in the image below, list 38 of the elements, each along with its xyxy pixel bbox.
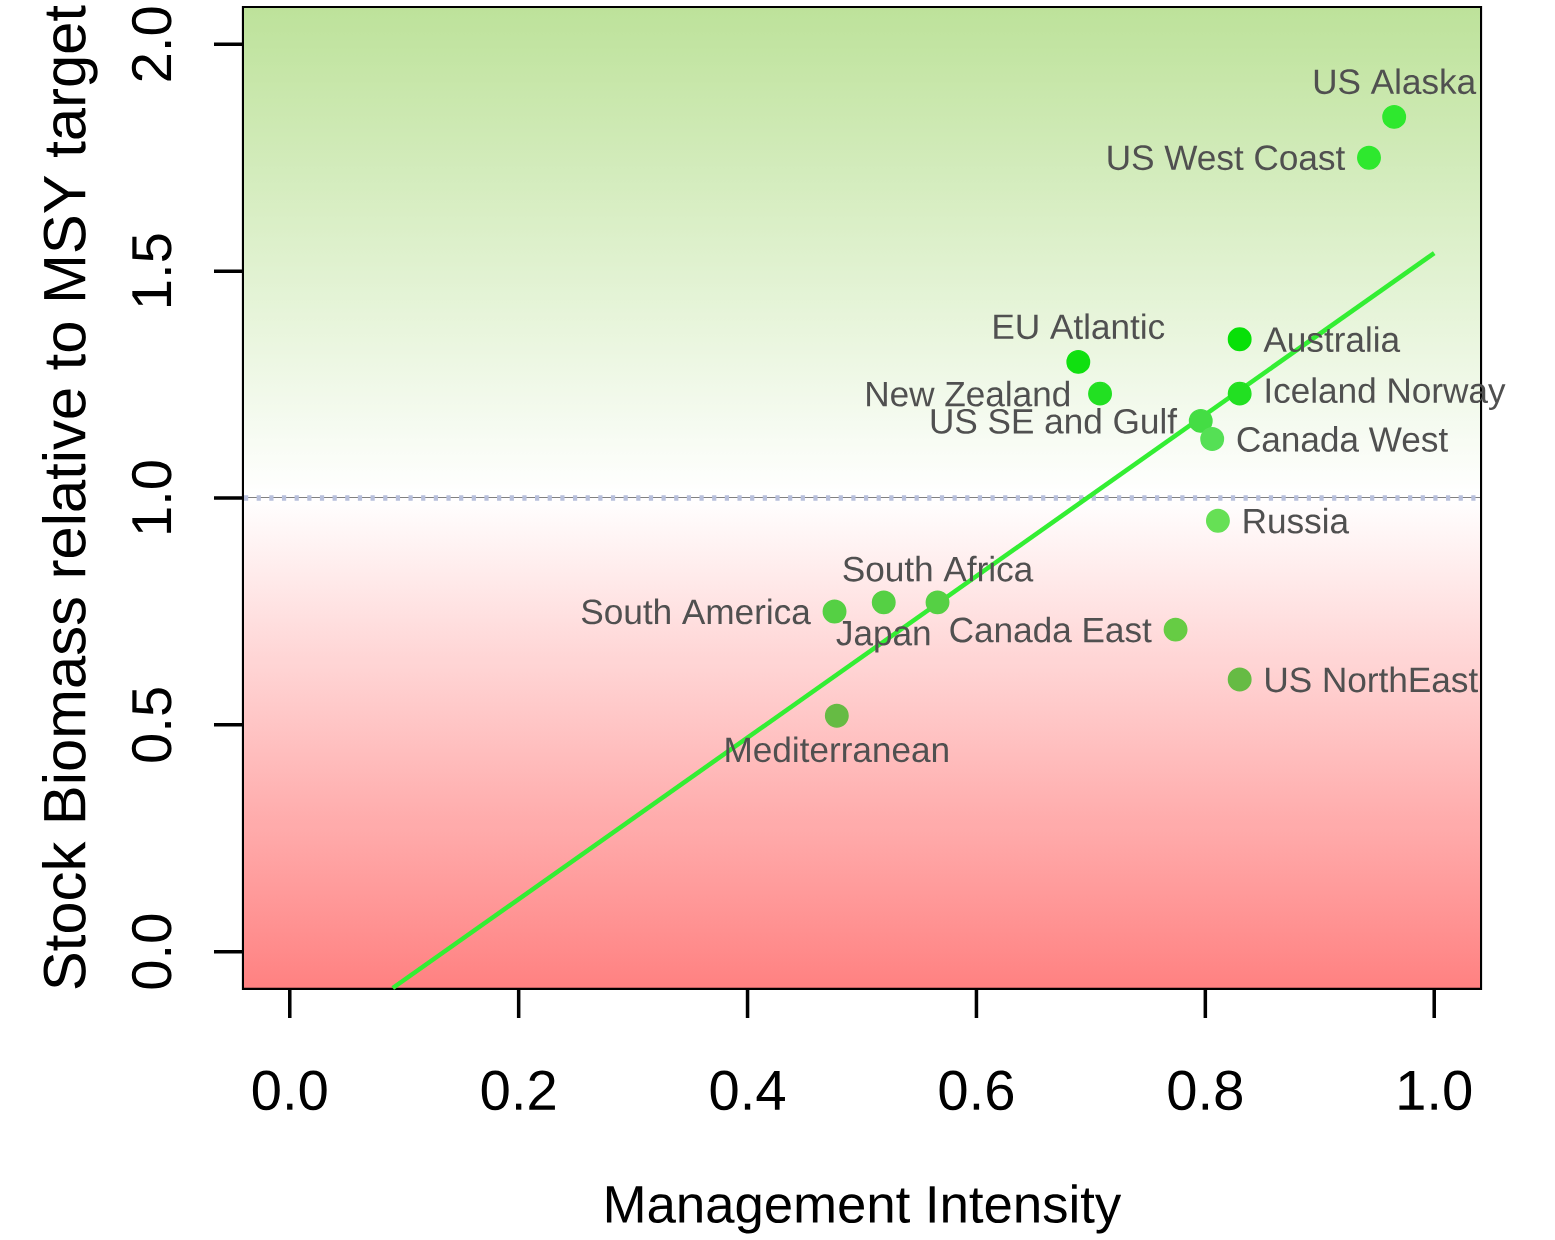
point xyxy=(1188,408,1213,433)
point xyxy=(1205,508,1230,533)
y-tick-label: 1.5 xyxy=(132,234,172,306)
y-tick-label: 2.0 xyxy=(131,7,172,81)
x-axis-title: Management Intensity xyxy=(606,1184,1122,1234)
point xyxy=(1357,145,1381,170)
annotation: US West Coast xyxy=(1108,145,1346,171)
x-tick-label: 1.0 xyxy=(1399,1070,1472,1111)
x-tick-label: 0.4 xyxy=(710,1070,785,1111)
y-axis-title: Stock Biomass relative to MSY target xyxy=(41,5,98,989)
annotation: US Alaska xyxy=(1314,68,1477,95)
point xyxy=(1227,327,1252,352)
point xyxy=(1163,617,1188,642)
point xyxy=(871,590,896,615)
x-tick-label: 0.2 xyxy=(481,1070,555,1111)
annotation: Russia xyxy=(1244,507,1350,534)
annotation: US NorthEast xyxy=(1266,666,1478,693)
x-tick-label: 0.6 xyxy=(939,1070,1014,1111)
x-tick-label: 0.8 xyxy=(1168,1070,1242,1111)
point xyxy=(1200,427,1225,451)
annotation: New Zealand xyxy=(867,380,1070,407)
point xyxy=(1382,104,1407,129)
annotation: Canada West xyxy=(1237,426,1448,452)
annotation: South America xyxy=(581,598,811,625)
annotation: Mediterranean xyxy=(726,736,948,763)
point xyxy=(824,703,849,728)
point xyxy=(1227,381,1252,406)
annotation: EU Atlantic xyxy=(994,313,1165,340)
annotation: Canada East xyxy=(950,616,1152,643)
y-tick-label: 0.0 xyxy=(131,914,172,989)
y-tick-label: 1.0 xyxy=(131,461,172,533)
point xyxy=(1227,667,1252,692)
point xyxy=(1088,381,1113,406)
point xyxy=(1066,349,1091,374)
point xyxy=(925,590,950,615)
annotation: US SE and Gulf xyxy=(931,407,1178,434)
x-tick-label: 0.0 xyxy=(252,1070,327,1111)
y-tick-label: 0.5 xyxy=(131,688,172,762)
